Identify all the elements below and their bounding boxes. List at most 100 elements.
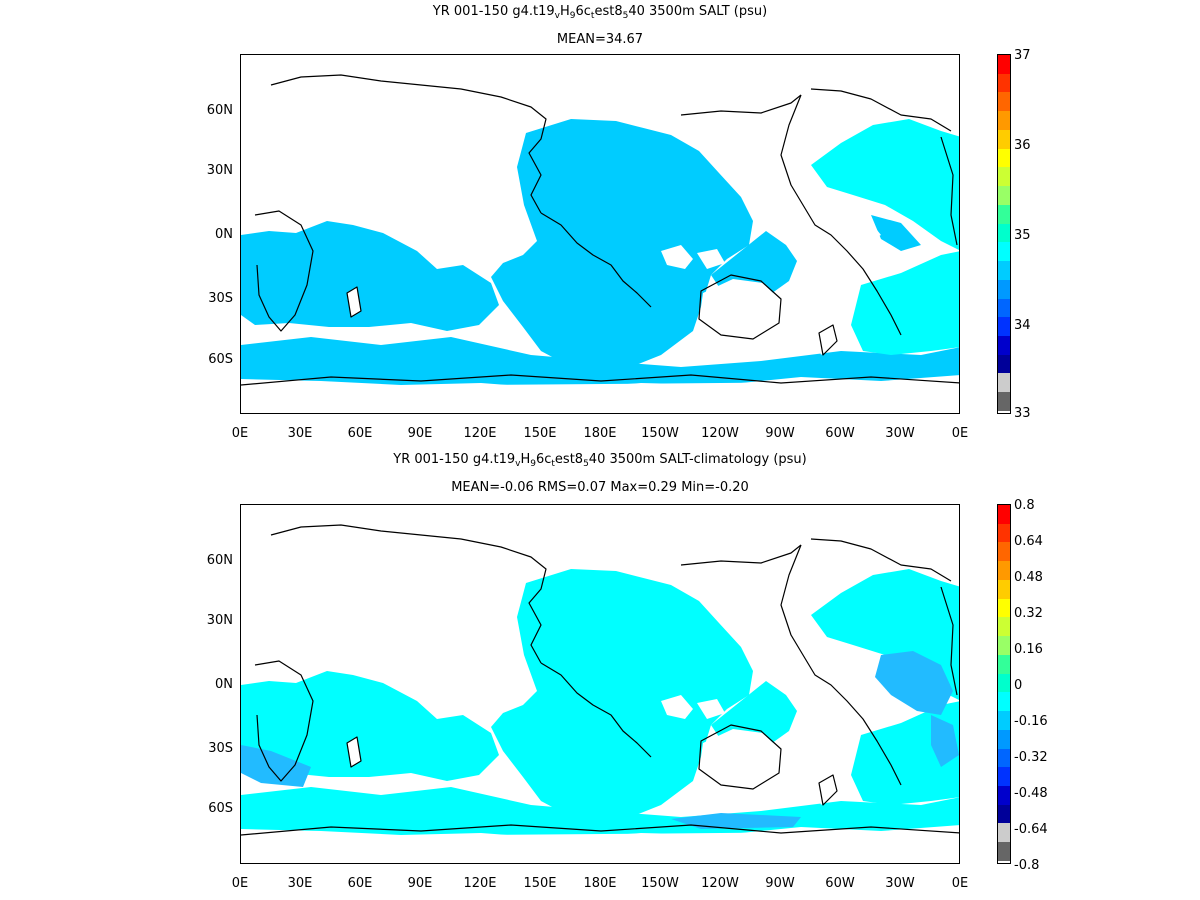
land-area (699, 279, 781, 341)
y-label: 0N (215, 677, 233, 692)
map-frame-2 (240, 504, 960, 864)
anomaly-patch (241, 745, 311, 787)
land-area (697, 699, 725, 719)
x-label: 30W (885, 426, 915, 441)
ocean-region (241, 337, 959, 389)
x-label: 60E (347, 426, 373, 441)
colorbar-swatch (998, 148, 1010, 168)
colorbar-swatch (998, 242, 1010, 262)
colorbar-label: -0.8 (1014, 858, 1040, 873)
colorbar-swatch (998, 823, 1010, 843)
map-frame-1 (240, 54, 960, 414)
colorbar-swatch (998, 542, 1010, 562)
map-subtitle-1: MEAN=34.67 (556, 32, 644, 47)
x-label: 30E (287, 876, 313, 891)
colorbar-swatch (998, 561, 1010, 580)
y-label: 30N (206, 613, 233, 628)
colorbar-swatch (998, 111, 1010, 130)
coastline (241, 374, 959, 386)
colorbar-swatch (998, 392, 1010, 411)
colorbar-label: 34 (1014, 318, 1031, 333)
ocean-region (241, 221, 499, 331)
x-label: 150W (641, 426, 679, 441)
x-label: 60E (347, 876, 373, 891)
x-label: 30W (885, 876, 915, 891)
colorbar-label: -0.32 (1014, 750, 1048, 765)
coastline (540, 662, 652, 758)
coastline (254, 210, 314, 332)
colorbar-swatch (998, 729, 1010, 749)
coastline (540, 212, 652, 308)
map-title-1: YR 001-150 g4.t19vH96ctest8540 3500m SAL… (432, 4, 768, 21)
colorbar-swatch (998, 692, 1010, 712)
x-label: 180E (583, 426, 617, 441)
x-label: 90E (407, 426, 433, 441)
land-area (661, 245, 693, 269)
colorbar-label: 33 (1014, 406, 1031, 421)
colorbar-label: 0.48 (1014, 570, 1043, 585)
land-area (815, 773, 837, 805)
y-label: 60N (206, 103, 233, 118)
coastline (270, 524, 547, 664)
land-area (815, 323, 837, 355)
land-area (861, 225, 881, 241)
x-label: 120W (701, 876, 739, 891)
colorbar-label: 0.32 (1014, 606, 1043, 621)
colorbar-swatch (998, 92, 1010, 112)
x-label: 150E (523, 876, 557, 891)
x-label: 60W (825, 426, 855, 441)
ocean-region (871, 215, 921, 251)
colorbar-swatch (998, 186, 1010, 205)
colorbar-swatch (998, 711, 1010, 730)
colorbar-swatch (998, 505, 1010, 524)
land-area (347, 287, 361, 317)
coastline (780, 94, 902, 336)
x-label: 120W (701, 426, 739, 441)
y-label: 60N (206, 553, 233, 568)
coastline (346, 736, 362, 768)
coastline (780, 544, 902, 786)
colorbar-2 (997, 504, 1011, 864)
colorbar-swatch (998, 279, 1010, 299)
x-label: 90W (765, 876, 795, 891)
x-label: 180E (583, 876, 617, 891)
colorbar-swatch (998, 748, 1010, 768)
colorbar-swatch (998, 786, 1010, 805)
colorbar-swatch (998, 523, 1010, 543)
colorbar-swatch (998, 354, 1010, 374)
x-label: 0E (231, 876, 249, 891)
map-title-2: YR 001-150 g4.t19vH96ctest8540 3500m SAL… (393, 452, 807, 469)
coastline (810, 88, 952, 132)
salinity-anomaly-map-2 (241, 524, 959, 863)
colorbar-swatch (998, 767, 1010, 787)
coastline (680, 544, 802, 566)
colorbar-1 (997, 54, 1011, 414)
x-label: 150E (523, 426, 557, 441)
colorbar-label: 35 (1014, 228, 1031, 243)
colorbar-swatch (998, 373, 1010, 393)
land-area (241, 381, 959, 413)
ocean-region (851, 251, 959, 355)
coastline (698, 274, 782, 340)
colorbar-label: -0.16 (1014, 714, 1048, 729)
colorbar-label: -0.64 (1014, 822, 1048, 837)
coastline (680, 94, 802, 116)
colorbar-swatch (998, 73, 1010, 93)
y-label: 30N (206, 163, 233, 178)
colorbar-swatch (998, 804, 1010, 824)
land-area (697, 249, 725, 269)
colorbar-swatch (998, 336, 1010, 355)
coastline (940, 586, 958, 696)
y-label: 60S (208, 352, 233, 367)
land-area (699, 729, 781, 791)
colorbar-swatch (998, 579, 1010, 599)
colorbar-swatch (998, 636, 1010, 655)
coastline (940, 136, 958, 246)
x-label: 150W (641, 876, 679, 891)
ocean-region (491, 119, 753, 373)
y-label: 60S (208, 801, 233, 816)
x-label: 120E (463, 876, 497, 891)
colorbar-label: 37 (1014, 48, 1031, 63)
land-area (661, 695, 693, 719)
colorbar-swatch (998, 167, 1010, 187)
